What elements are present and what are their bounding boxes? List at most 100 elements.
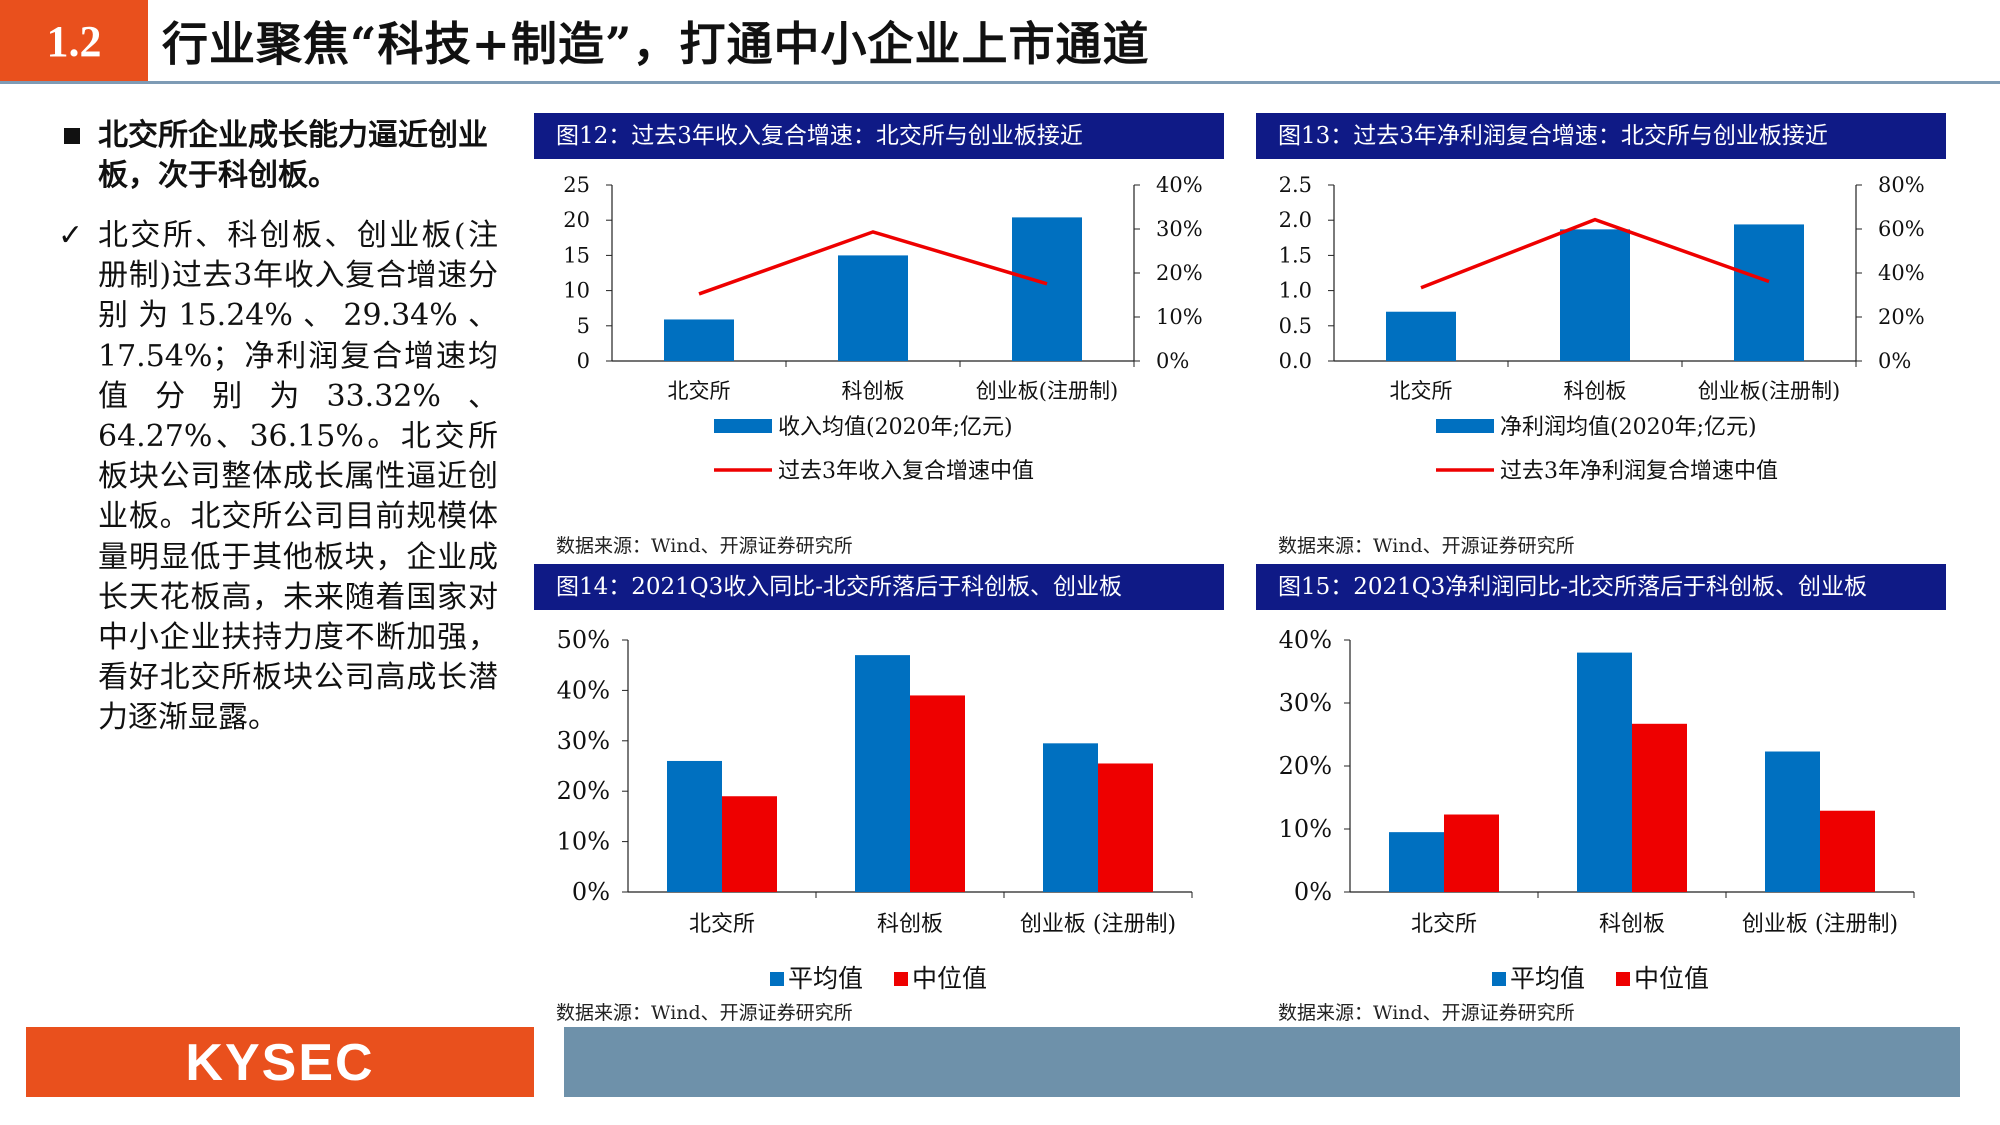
legend-label: 中位值: [1634, 964, 1709, 993]
bar: [1632, 723, 1687, 892]
x-tick-label: 创业板 (注册制): [1742, 912, 1898, 937]
y-tick-label: 30%: [557, 727, 610, 755]
bar: [1098, 763, 1153, 892]
legend-swatch: [1492, 972, 1506, 986]
header: 1.2 行业聚焦“科技+制造”，打通中小企业上市通道: [0, 0, 2000, 84]
legend-label: 平均值: [788, 964, 863, 993]
bar: [1043, 743, 1098, 892]
x-tick-label: 科创板: [877, 912, 943, 937]
x-tick-label: 北交所: [1390, 379, 1453, 403]
bar: [1734, 224, 1804, 361]
y-tick-label: 10%: [1279, 815, 1332, 843]
page-title: 行业聚焦“科技+制造”，打通中小企业上市通道: [162, 17, 1150, 71]
y-tick-label: 40%: [1279, 626, 1332, 654]
chart-title: 图13：过去3年净利润复合增速：北交所与创业板接近: [1256, 113, 1946, 159]
x-tick-label: 创业板(注册制): [1698, 379, 1840, 403]
chart-fig15: 0% 10% 20% 30% 40% 北交所 科创板 创业板 (注册制) 平均值 中位值: [1279, 626, 1915, 993]
summary-column: 北交所企业成长能力逼近创业板，次于科创板。 ✓ 北交所、科创板、创业板(注册制)…: [58, 116, 498, 739]
legend-label: 过去3年收入复合增速中值: [778, 459, 1034, 484]
y-tick-label-left: 15: [563, 243, 590, 267]
chart-title: 图14：2021Q3收入同比-北交所落后于科创板、创业板: [534, 564, 1224, 610]
y-tick-label: 30%: [1279, 689, 1332, 717]
chart-panel-fig13: 图13：过去3年净利润复合增速：北交所与创业板接近 0.0 0.5 1.0 1.5 2.…: [1256, 113, 1946, 563]
legend-label: 平均值: [1510, 964, 1585, 993]
bar: [1560, 229, 1630, 361]
y-tick-label: 10%: [557, 828, 610, 856]
bar: [910, 695, 965, 892]
footer-bar: [564, 1027, 1960, 1097]
y-tick-label-right: 20%: [1156, 261, 1203, 285]
legend-swatch: [770, 972, 784, 986]
bar: [855, 655, 910, 892]
chart-panel-fig14: 图14：2021Q3收入同比-北交所落后于科创板、创业板 0% 10% 20% 30%…: [534, 564, 1224, 1024]
y-tick-label-left: 1.0: [1279, 279, 1312, 303]
y-tick-label-right: 40%: [1878, 261, 1925, 285]
chart-fig14: 0% 10% 20% 30% 40% 50% 北交所 科创板 创业板 (注册制) 平均值 中位值: [557, 626, 1193, 993]
chart-source: 数据来源：Wind、开源证券研究所: [556, 1002, 853, 1024]
y-tick-label-left: 2.0: [1279, 208, 1312, 232]
chart-source: 数据来源：Wind、开源证券研究所: [1278, 1002, 1575, 1024]
legend-swatch-bar: [1436, 419, 1494, 433]
y-tick-label-right: 20%: [1878, 305, 1925, 329]
y-tick-label: 40%: [557, 676, 610, 704]
chart-title: 图15：2021Q3净利润同比-北交所落后于科创板、创业板: [1256, 564, 1946, 610]
kysec-logo: KYSEC: [26, 1027, 534, 1097]
y-tick-label-right: 0%: [1156, 349, 1189, 373]
bar: [1386, 311, 1456, 361]
x-tick-label: 北交所: [668, 379, 731, 403]
x-tick-label: 创业板(注册制): [976, 379, 1118, 403]
y-tick-label-right: 40%: [1156, 173, 1203, 197]
chart-fig12: 0 5 10 15 20 25 0% 10% 20% 30% 40% 北交所 科创板 创业板(注册制) 收入…: [563, 173, 1203, 484]
x-tick-label: 科创板: [1564, 379, 1627, 403]
x-tick-label: 创业板 (注册制): [1020, 912, 1176, 937]
y-tick-label-left: 20: [563, 208, 590, 232]
y-tick-label: 20%: [1279, 752, 1332, 780]
y-tick-label-right: 30%: [1156, 217, 1203, 241]
legend-swatch-bar: [714, 419, 772, 433]
bar: [667, 760, 722, 892]
bar: [838, 255, 908, 361]
bar: [1577, 652, 1632, 892]
chart-source: 数据来源：Wind、开源证券研究所: [556, 535, 853, 557]
legend-label: 中位值: [912, 964, 987, 993]
bar: [664, 319, 734, 361]
bar: [1389, 832, 1444, 892]
y-tick-label-right: 60%: [1878, 217, 1925, 241]
bar: [1820, 810, 1875, 892]
y-tick-label: 0%: [572, 878, 610, 906]
line-series: [698, 230, 1048, 296]
chart-title: 图12：过去3年收入复合增速：北交所与创业板接近: [534, 113, 1224, 159]
y-tick-label-left: 1.5: [1279, 243, 1312, 267]
x-tick-label: 北交所: [689, 912, 755, 937]
logo-text: KYSEC: [185, 1034, 375, 1092]
headline-bullet: 北交所企业成长能力逼近创业板，次于科创板。: [58, 116, 498, 196]
y-tick-label-left: 0: [577, 349, 590, 373]
headline-text: 北交所企业成长能力逼近创业板，次于科创板。: [98, 118, 488, 193]
y-tick-label-left: 0.5: [1279, 314, 1312, 338]
y-tick-label-left: 0.0: [1279, 349, 1312, 373]
x-tick-label: 科创板: [1599, 912, 1665, 937]
chart-panel-fig12: 图12：过去3年收入复合增速：北交所与创业板接近 0 5 10 15 20 25 0% 10%…: [534, 113, 1224, 563]
y-tick-label: 0%: [1294, 878, 1332, 906]
body-paragraph: 北交所、科创板、创业板(注册制)过去3年收入复合增速分别为15.24%、29.3…: [98, 218, 498, 736]
square-bullet-icon: [64, 128, 80, 144]
legend-label: 收入均值(2020年;亿元): [778, 415, 1013, 440]
header-divider: [0, 81, 2000, 84]
x-tick-label: 北交所: [1411, 912, 1477, 937]
y-tick-label: 20%: [557, 777, 610, 805]
body-bullet: ✓ 北交所、科创板、创业板(注册制)过去3年收入复合增速分别为15.24%、29…: [58, 216, 498, 739]
legend-label: 过去3年净利润复合增速中值: [1500, 459, 1778, 484]
chart-fig13: 0.0 0.5 1.0 1.5 2.0 2.5 0% 20% 40% 60% 80% 北交所 科创板 创业…: [1279, 173, 1925, 484]
bar: [1765, 751, 1820, 892]
y-tick-label-left: 2.5: [1279, 173, 1312, 197]
legend-label: 净利润均值(2020年;亿元): [1500, 415, 1757, 440]
y-tick-label-left: 5: [577, 314, 590, 338]
chart-panel-fig15: 图15：2021Q3净利润同比-北交所落后于科创板、创业板 0% 10% 20% 30…: [1256, 564, 1946, 1024]
legend-swatch: [894, 972, 908, 986]
y-tick-label: 50%: [557, 626, 610, 654]
y-tick-label-left: 10: [563, 279, 590, 303]
section-number: 1.2: [0, 0, 148, 84]
bar: [1444, 814, 1499, 892]
y-tick-label-left: 25: [563, 173, 590, 197]
x-tick-label: 科创板: [842, 379, 905, 403]
